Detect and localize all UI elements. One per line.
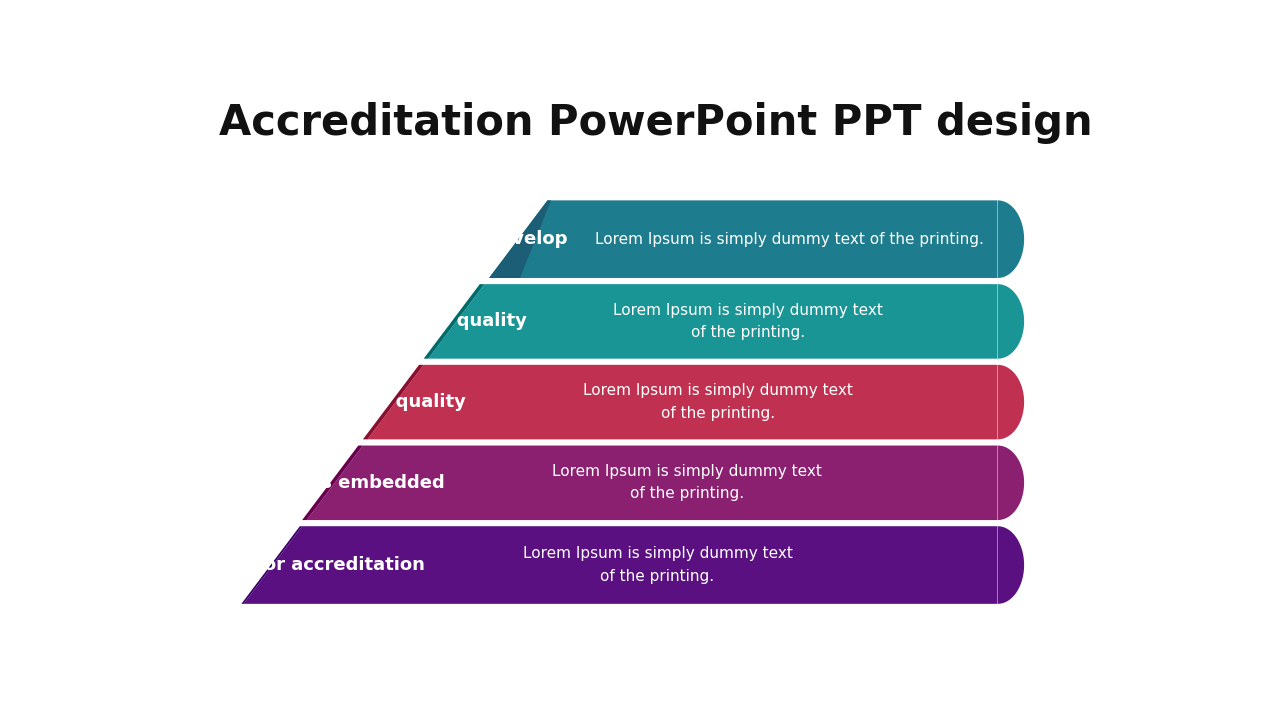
Polygon shape (364, 365, 424, 439)
Polygon shape (489, 200, 552, 278)
Text: Ensure quality: Ensure quality (320, 393, 466, 411)
Polygon shape (489, 200, 1024, 278)
Polygon shape (243, 526, 1024, 604)
Polygon shape (302, 446, 364, 520)
Text: Lorem Ipsum is simply dummy text of the printing.: Lorem Ipsum is simply dummy text of the … (595, 232, 984, 247)
Polygon shape (424, 284, 484, 359)
Text: Lorem Ipsum is simply dummy text
of the printing.: Lorem Ipsum is simply dummy text of the … (552, 464, 822, 501)
Text: Learning is embedded: Learning is embedded (220, 474, 445, 492)
Text: Meet criteria for accreditation: Meet criteria for accreditation (119, 556, 425, 574)
Polygon shape (307, 446, 1024, 520)
Text: Lorem Ipsum is simply dummy text
of the printing.: Lorem Ipsum is simply dummy text of the … (613, 303, 883, 340)
Text: Lorem Ipsum is simply dummy text
of the printing.: Lorem Ipsum is simply dummy text of the … (582, 384, 852, 420)
Text: Accreditation PowerPoint PPT design: Accreditation PowerPoint PPT design (219, 102, 1093, 144)
Polygon shape (242, 526, 302, 604)
Text: Develop: Develop (485, 230, 568, 248)
Polygon shape (429, 284, 1024, 359)
Text: Lorem Ipsum is simply dummy text
of the printing.: Lorem Ipsum is simply dummy text of the … (522, 546, 792, 584)
Text: Ensure quality: Ensure quality (381, 312, 527, 330)
Polygon shape (367, 365, 1024, 439)
